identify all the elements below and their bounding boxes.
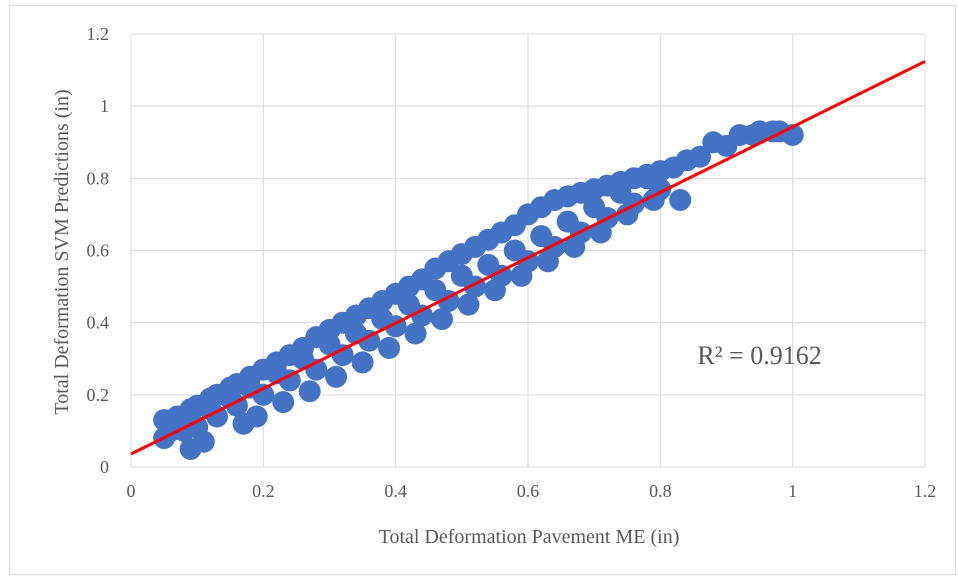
data-point — [199, 398, 222, 421]
grid-lines — [130, 33, 926, 468]
data-point — [457, 293, 480, 316]
data-points — [153, 120, 804, 460]
y-tick-label: 1 — [100, 96, 109, 116]
x-tick-label: 0.4 — [384, 481, 407, 501]
x-tick-label: 1 — [788, 481, 797, 501]
y-tick-label: 0.8 — [87, 168, 110, 188]
data-point — [404, 322, 427, 345]
x-tick-labels: 0 0.2 0.4 0.6 0.8 1 1.2 — [127, 481, 937, 501]
x-tick-label: 0 — [127, 481, 136, 501]
x-axis-title: Total Deformation Pavement ME (in) — [379, 526, 680, 548]
x-tick-label: 1.2 — [914, 481, 937, 501]
trendline — [130, 60, 926, 456]
y-tick-label: 0.6 — [87, 241, 110, 261]
data-point — [298, 380, 321, 403]
data-point — [192, 430, 215, 453]
data-point — [589, 221, 612, 244]
data-point — [477, 253, 500, 276]
data-point — [483, 279, 506, 302]
data-point — [556, 210, 579, 233]
data-point — [351, 351, 374, 374]
x-tick-label: 0.6 — [517, 481, 540, 501]
data-point — [616, 203, 639, 226]
data-point — [536, 250, 559, 273]
data-point — [371, 308, 394, 331]
data-point — [563, 235, 586, 258]
y-tick-label: 0.2 — [87, 385, 110, 405]
data-point — [378, 336, 401, 359]
x-tick-label: 0.8 — [649, 481, 672, 501]
data-point — [292, 347, 314, 370]
y-tick-label: 1.2 — [87, 24, 110, 44]
data-point — [325, 365, 348, 388]
data-point — [609, 181, 632, 204]
data-point — [583, 196, 606, 219]
chart-frame — [9, 5, 956, 575]
data-point — [768, 120, 791, 143]
y-tick-label: 0.4 — [87, 313, 110, 333]
data-point — [450, 264, 473, 287]
data-point — [272, 391, 295, 414]
y-axis-title: Total Deformation SVM Predictions (in) — [51, 89, 73, 414]
data-point — [530, 225, 553, 248]
data-point — [431, 308, 453, 331]
data-point — [689, 145, 711, 168]
data-point — [662, 156, 685, 179]
y-tick-label: 0 — [100, 457, 109, 477]
data-point — [503, 239, 526, 262]
x-tick-label: 0.2 — [252, 481, 275, 501]
trendline-group — [130, 60, 926, 456]
data-point — [219, 387, 242, 410]
data-point — [245, 405, 268, 428]
data-point — [318, 333, 341, 356]
data-point — [510, 264, 533, 287]
data-point — [424, 279, 447, 302]
data-point — [636, 167, 659, 190]
data-point — [397, 293, 420, 316]
data-point — [742, 124, 764, 146]
data-point — [669, 189, 692, 211]
r-squared-annotation: R² = 0.9162 — [697, 341, 821, 370]
y-tick-labels: 0 0.2 0.4 0.6 0.8 1 1.2 — [87, 24, 110, 477]
data-point — [715, 134, 738, 157]
